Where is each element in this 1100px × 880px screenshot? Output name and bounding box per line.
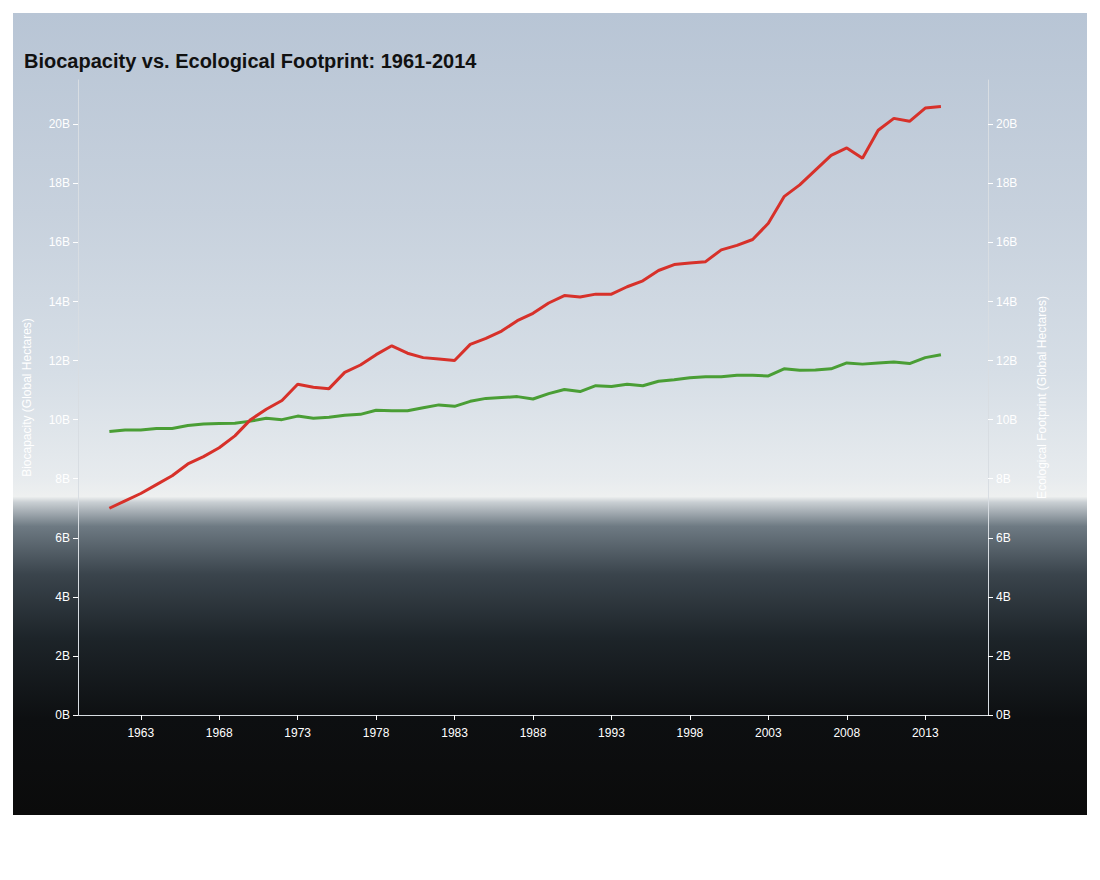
svg-text:2008: 2008 [833,726,860,740]
svg-text:8B: 8B [55,472,70,486]
svg-text:16B: 16B [996,235,1017,249]
svg-text:20B: 20B [49,117,70,131]
svg-text:10B: 10B [996,413,1017,427]
svg-text:0B: 0B [55,708,70,722]
svg-text:Ecological Footprint (Global H: Ecological Footprint (Global Hectares) [1035,296,1049,499]
svg-text:2B: 2B [55,649,70,663]
svg-text:4B: 4B [55,590,70,604]
svg-text:6B: 6B [996,531,1011,545]
svg-text:1998: 1998 [677,726,704,740]
svg-text:2B: 2B [996,649,1011,663]
svg-text:16B: 16B [49,235,70,249]
svg-text:1978: 1978 [363,726,390,740]
svg-text:12B: 12B [49,354,70,368]
svg-text:14B: 14B [996,295,1017,309]
svg-text:18B: 18B [996,176,1017,190]
svg-text:20B: 20B [996,117,1017,131]
svg-text:Biocapacity vs. Ecological Foo: Biocapacity vs. Ecological Footprint: 19… [24,50,477,72]
svg-text:8B: 8B [996,472,1011,486]
svg-text:1988: 1988 [520,726,547,740]
svg-text:4B: 4B [996,590,1011,604]
svg-text:2003: 2003 [755,726,782,740]
svg-text:1993: 1993 [598,726,625,740]
svg-text:6B: 6B [55,531,70,545]
svg-text:1968: 1968 [206,726,233,740]
svg-text:18B: 18B [49,176,70,190]
svg-text:0B: 0B [996,708,1011,722]
svg-text:12B: 12B [996,354,1017,368]
svg-text:14B: 14B [49,295,70,309]
svg-text:10B: 10B [49,413,70,427]
svg-text:Biocapacity (Global Hectares): Biocapacity (Global Hectares) [20,318,34,477]
svg-text:1963: 1963 [127,726,154,740]
svg-text:2013: 2013 [912,726,939,740]
svg-text:1973: 1973 [284,726,311,740]
svg-text:1983: 1983 [441,726,468,740]
